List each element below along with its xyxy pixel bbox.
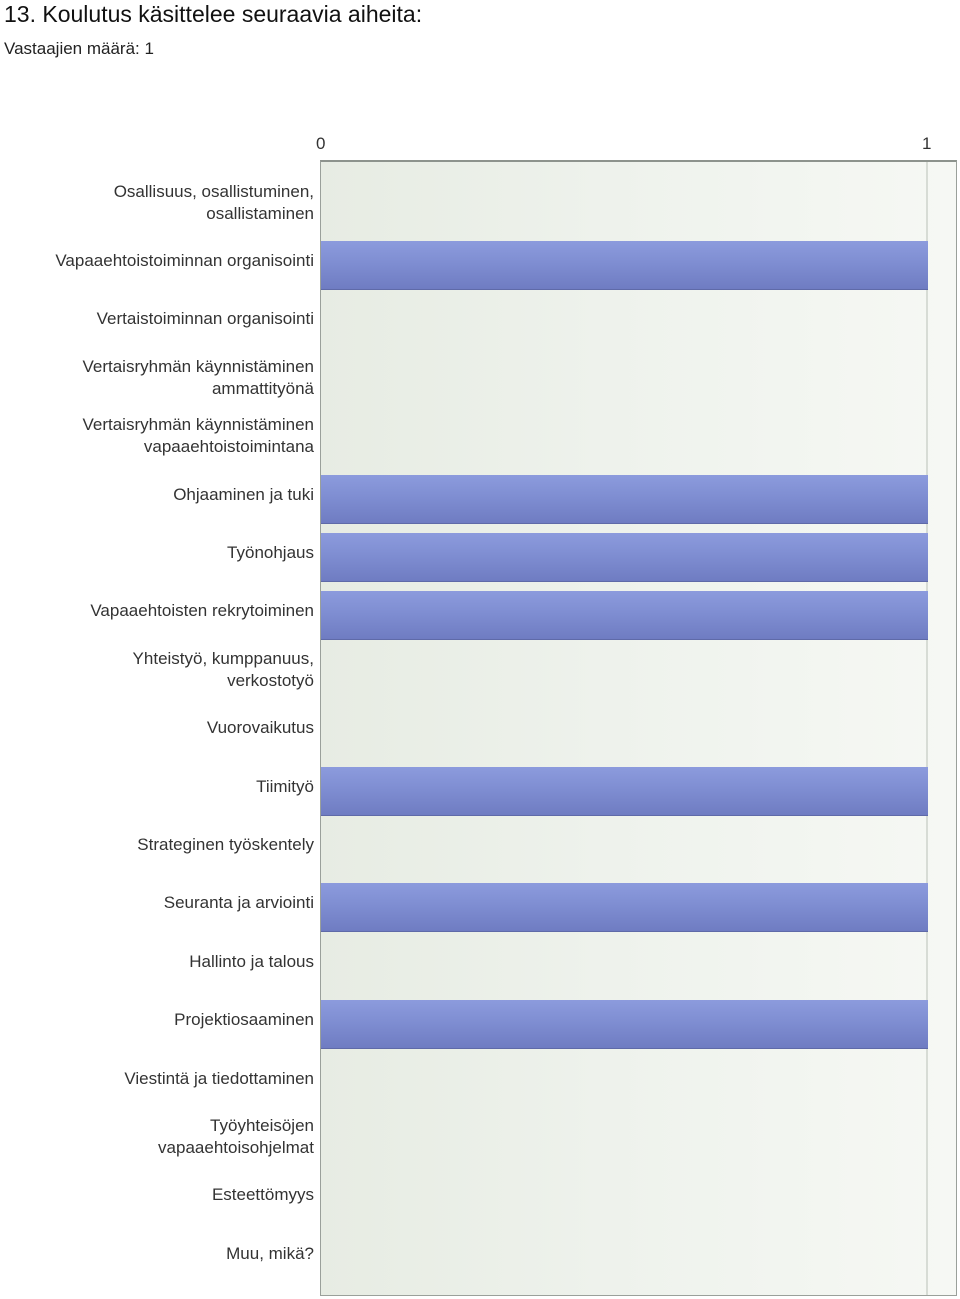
category-label: Strateginen työskentely bbox=[137, 834, 314, 854]
category-label: Ohjaaminen ja tuki bbox=[173, 484, 314, 504]
bar bbox=[321, 883, 928, 932]
category-label: Muu, mikä? bbox=[226, 1243, 314, 1263]
category-label: Tiimityö bbox=[256, 776, 314, 796]
category-label: Hallinto ja talous bbox=[189, 951, 314, 971]
bar bbox=[321, 1000, 928, 1049]
category-label: Seuranta ja arviointi bbox=[163, 893, 314, 913]
category-label: Vapaaehtoistoiminnan organisointi bbox=[55, 250, 314, 270]
category-label: Osallisuus, osallistuminen, osallistamine… bbox=[113, 181, 314, 223]
category-label: Vertaistoiminnan organisointi bbox=[96, 309, 314, 329]
category-label: Projektiosaaminen bbox=[174, 1010, 314, 1030]
category-label: Vertaisryhmän käynnistäminen ammattityönä bbox=[82, 356, 314, 398]
x-tick-label: 0 bbox=[316, 134, 326, 153]
category-label: Yhteistyö, kumppanuus, verkostotyö bbox=[132, 648, 314, 690]
x-tick-label: 1 bbox=[922, 134, 932, 153]
category-label: Viestintä ja tiedottaminen bbox=[124, 1068, 314, 1088]
category-label: Työnohjaus bbox=[227, 542, 314, 562]
chart-title: 13. Koulutus käsittelee seuraavia aiheit… bbox=[4, 1, 423, 27]
bar bbox=[321, 240, 928, 289]
gridline bbox=[926, 162, 928, 1295]
chart-subtitle: Vastaajien määrä: 1 bbox=[4, 39, 154, 58]
category-label: Esteettömyys bbox=[211, 1185, 314, 1205]
category-label: Vuorovaikutus bbox=[206, 718, 314, 738]
category-label: Työyhteisöjen vapaaehtoisohjelmat bbox=[158, 1115, 314, 1157]
category-label: Vapaaehtoisten rekrytoiminen bbox=[90, 601, 314, 621]
plot-area bbox=[320, 160, 957, 1296]
category-label: Vertaisryhmän käynnistäminen vapaaehtoist… bbox=[82, 415, 314, 457]
bar bbox=[321, 591, 928, 640]
bar bbox=[321, 766, 928, 815]
bar bbox=[321, 532, 928, 581]
bar bbox=[321, 474, 928, 523]
